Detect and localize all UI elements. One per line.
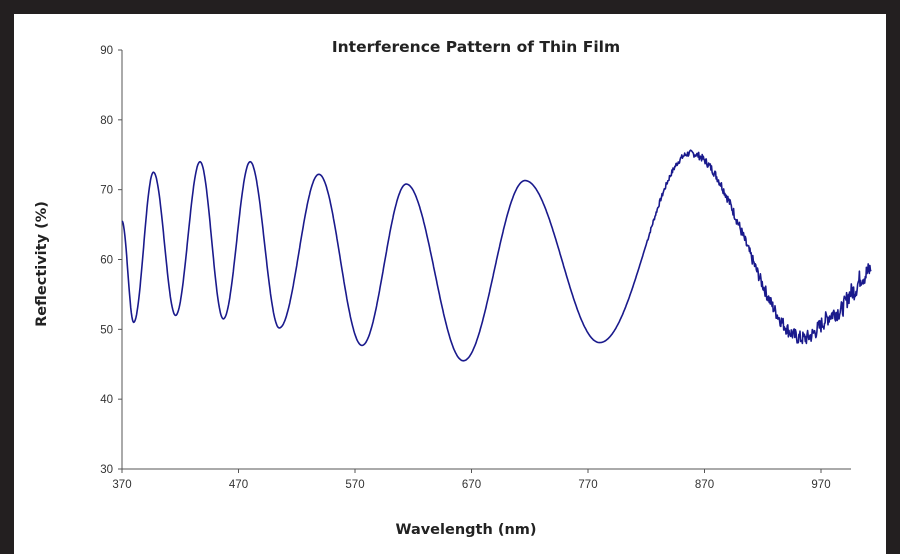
y-tick-label: 60 bbox=[100, 255, 113, 267]
x-tick-label: 770 bbox=[578, 479, 597, 491]
y-axis-label: Reflectivity (%) bbox=[34, 201, 50, 327]
y-tick-label: 40 bbox=[100, 394, 113, 406]
chart-title: Interference Pattern of Thin Film bbox=[332, 38, 620, 56]
x-tick-label: 970 bbox=[811, 479, 830, 491]
y-tick-label: 80 bbox=[100, 115, 113, 127]
series-line bbox=[121, 149, 872, 362]
x-tick-label: 670 bbox=[462, 479, 481, 491]
y-tick-label: 50 bbox=[100, 324, 113, 336]
x-tick-label: 370 bbox=[112, 479, 131, 491]
y-tick-label: 90 bbox=[100, 45, 113, 57]
x-tick-label: 570 bbox=[345, 479, 364, 491]
y-tick-label: 70 bbox=[100, 185, 113, 197]
y-tick-label: 30 bbox=[100, 464, 113, 476]
x-tick-label: 470 bbox=[229, 479, 248, 491]
x-axis-label: Wavelength (nm) bbox=[395, 522, 536, 538]
x-tick-label: 870 bbox=[695, 479, 714, 491]
